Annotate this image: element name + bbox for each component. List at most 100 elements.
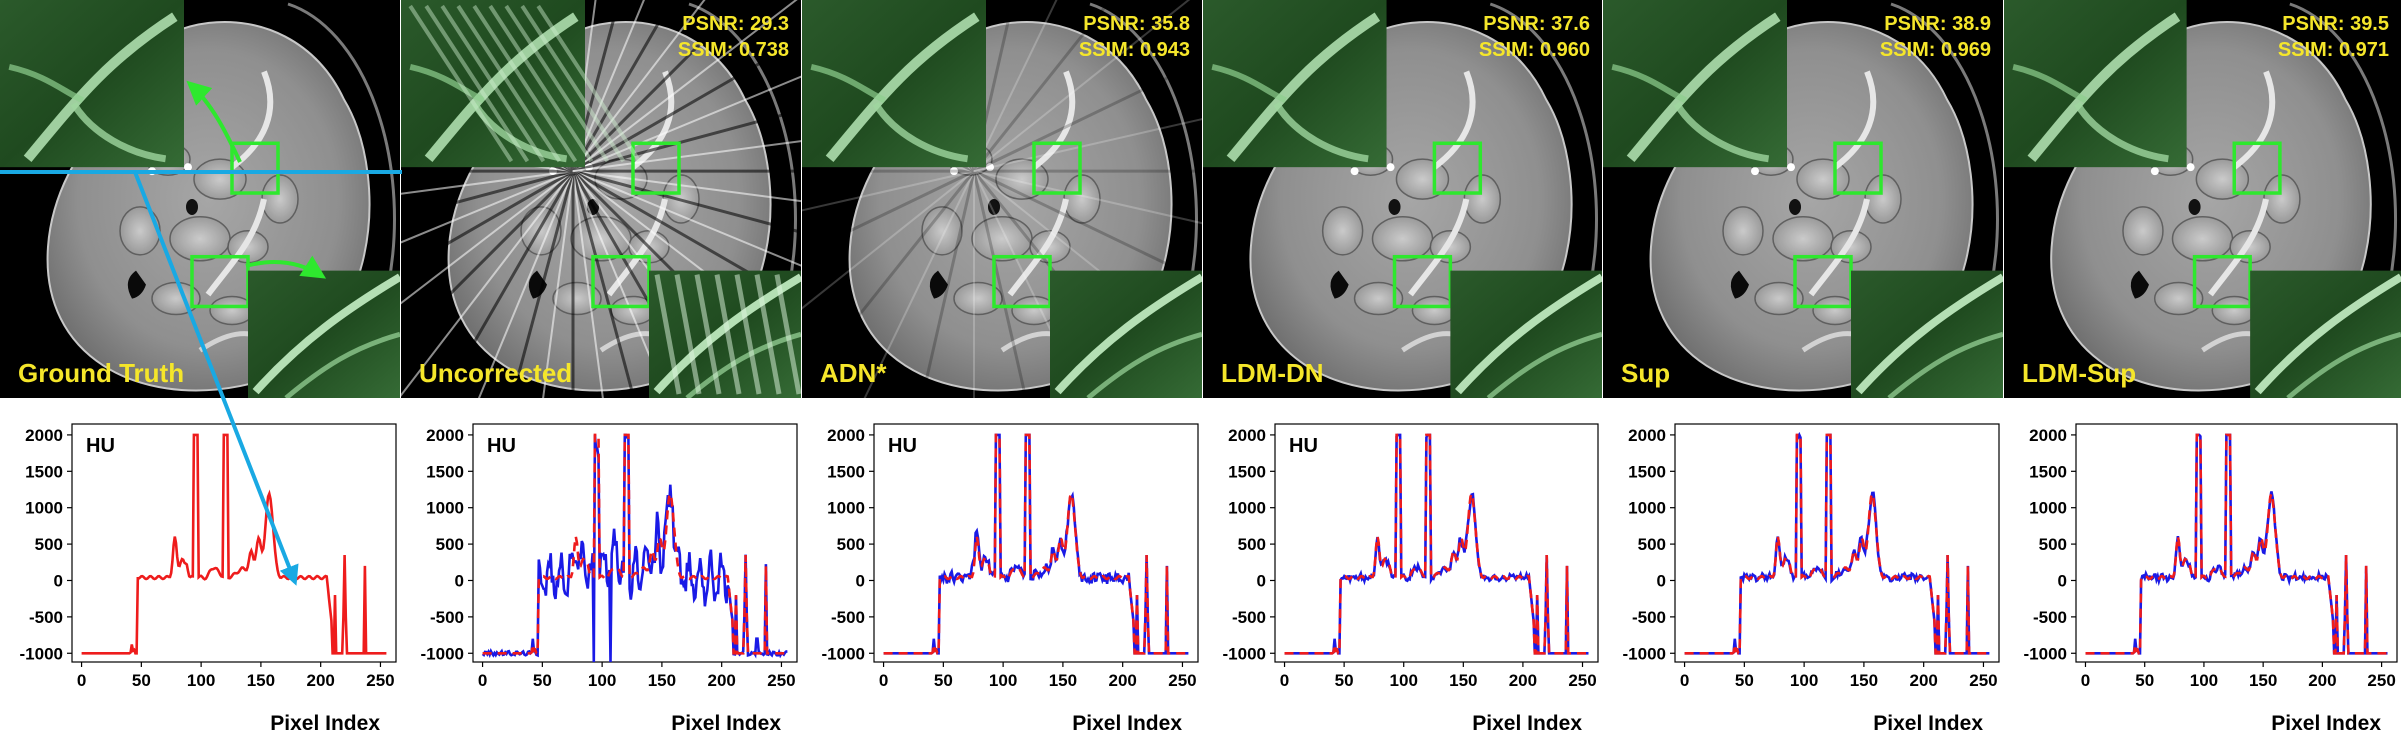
x-tick-label: 0 xyxy=(879,671,888,690)
organ-region xyxy=(119,206,161,256)
psnr-value: PSNR: 38.9 xyxy=(1884,13,1991,35)
roi-box-upper xyxy=(1032,141,1082,195)
y-tick-label: 2000 xyxy=(1628,426,1666,445)
zoom-inset-lower-structure xyxy=(1054,273,1202,398)
organ-region xyxy=(261,174,299,224)
x-tick-label: 50 xyxy=(533,671,552,690)
ssim-value: SSIM: 0.943 xyxy=(1079,39,1190,61)
ground-truth-profile xyxy=(81,433,387,655)
organ-region xyxy=(1321,206,1364,256)
y-tick-label: 1500 xyxy=(2029,462,2067,481)
profile-arrow xyxy=(133,171,299,586)
roi-box-upper xyxy=(1833,141,1883,195)
x-tick-label: 100 xyxy=(187,671,215,690)
skin-arc xyxy=(2289,2,2398,287)
x-tick-label: 150 xyxy=(247,671,275,690)
ssim-value: SSIM: 0.971 xyxy=(2278,39,2389,61)
gas-pocket xyxy=(1789,198,1801,215)
organ-region xyxy=(1353,281,1404,316)
x-tick-label: 0 xyxy=(478,671,487,690)
x-tick-label: 250 xyxy=(1168,671,1196,690)
hu-label: HU xyxy=(1289,435,1318,457)
x-tick-label: 50 xyxy=(1335,671,1354,690)
x-axis-label: Pixel Index xyxy=(1072,712,1182,735)
organ-region xyxy=(921,206,963,256)
y-tick-label: -1000 xyxy=(20,644,63,663)
y-tick-label: 500 xyxy=(2039,535,2067,554)
y-tick-label: -1000 xyxy=(1623,644,1666,663)
zoom-inset-upper-structure xyxy=(1611,12,1781,163)
zoom-inset-upper-structure xyxy=(408,4,642,163)
x-tick-label: 100 xyxy=(2190,671,2218,690)
x-tick-label: 150 xyxy=(1449,671,1477,690)
y-tick-label: 2000 xyxy=(25,426,63,445)
gas-pocket xyxy=(127,270,146,299)
zoom-arrow-upper xyxy=(186,80,242,163)
profile-plot-area xyxy=(1274,423,1599,663)
gas-pocket xyxy=(528,270,547,299)
x-tick-label: 100 xyxy=(1390,671,1418,690)
metal-implant xyxy=(1386,163,1395,172)
metal-implant xyxy=(950,167,958,176)
organ-region xyxy=(2153,281,2204,316)
x-tick-label: 200 xyxy=(2308,671,2336,690)
gas-pocket xyxy=(1730,270,1749,299)
x-tick-label: 250 xyxy=(767,671,795,690)
y-tick-label: -1000 xyxy=(2024,644,2067,663)
x-tick-label: 100 xyxy=(1790,671,1818,690)
metal-implant xyxy=(1787,163,1795,172)
organ-region xyxy=(169,216,231,262)
y-tick-label: -1000 xyxy=(822,644,865,663)
x-axis-label: Pixel Index xyxy=(1472,712,1582,735)
y-tick-label: 500 xyxy=(837,535,865,554)
x-tick-label: 200 xyxy=(1909,671,1937,690)
zoom-inset-upper-structure xyxy=(810,12,980,163)
bone xyxy=(1808,198,1870,297)
y-tick-label: 1500 xyxy=(426,462,464,481)
x-tick-label: 100 xyxy=(989,671,1017,690)
y-tick-label: -500 xyxy=(1232,608,1266,627)
y-tick-label: 1000 xyxy=(827,499,865,518)
x-tick-label: 250 xyxy=(1568,671,1596,690)
psnr-value: PSNR: 39.5 xyxy=(2282,13,2389,35)
hu-label: HU xyxy=(487,435,516,457)
roi-box-upper xyxy=(631,141,681,195)
y-tick-label: -500 xyxy=(831,608,865,627)
x-tick-label: 50 xyxy=(132,671,151,690)
y-tick-label: -500 xyxy=(430,608,464,627)
bone xyxy=(1032,70,1076,170)
zoom-inset-upper-structure xyxy=(8,12,178,163)
roi-box-upper xyxy=(1432,141,1483,195)
bone xyxy=(631,70,675,170)
y-tick-label: 1000 xyxy=(426,499,464,518)
ssim-value: SSIM: 0.738 xyxy=(678,39,789,61)
x-tick-label: 150 xyxy=(1049,671,1077,690)
organ-region xyxy=(1722,206,1764,256)
y-tick-label: -1000 xyxy=(1223,644,1266,663)
x-tick-label: 0 xyxy=(2081,671,2090,690)
y-tick-label: 0 xyxy=(2058,571,2067,590)
metal-implant xyxy=(2186,163,2195,172)
x-tick-label: 150 xyxy=(648,671,676,690)
x-tick-label: 250 xyxy=(2367,671,2395,690)
organ-region xyxy=(2263,174,2301,224)
zoom-inset-lower-structure xyxy=(1855,273,2003,398)
x-tick-label: 50 xyxy=(1735,671,1754,690)
x-tick-label: 100 xyxy=(588,671,616,690)
x-tick-label: 200 xyxy=(1108,671,1136,690)
psnr-value: PSNR: 35.8 xyxy=(1083,13,1190,35)
organ-region xyxy=(1371,216,1434,262)
skin-arc xyxy=(1489,2,1598,287)
x-axis-label: Pixel Index xyxy=(1873,712,1983,735)
x-tick-label: 200 xyxy=(707,671,735,690)
y-tick-label: 1000 xyxy=(25,499,63,518)
y-tick-label: 500 xyxy=(1238,535,1266,554)
x-tick-label: 0 xyxy=(77,671,86,690)
y-tick-label: 1500 xyxy=(1628,462,1666,481)
x-tick-label: 200 xyxy=(306,671,334,690)
